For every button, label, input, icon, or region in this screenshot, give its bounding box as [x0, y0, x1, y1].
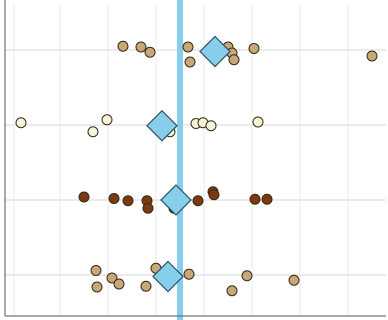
data-point	[78, 191, 90, 203]
data-point	[135, 41, 147, 53]
data-point	[288, 274, 300, 286]
data-point	[252, 116, 264, 128]
data-points	[15, 40, 378, 297]
data-point	[366, 50, 378, 62]
data-point	[261, 193, 273, 205]
data-point	[226, 285, 238, 297]
data-point	[144, 46, 156, 58]
mean-markers	[146, 35, 231, 293]
data-point	[241, 270, 253, 282]
data-point	[183, 268, 195, 280]
data-point	[117, 40, 129, 52]
mean-marker	[160, 184, 192, 216]
data-point	[248, 43, 260, 54]
data-point	[91, 281, 103, 293]
data-point	[15, 117, 27, 129]
mean-marker	[152, 260, 184, 293]
data-point	[87, 126, 99, 138]
mean-marker	[199, 35, 231, 68]
data-point	[140, 280, 152, 292]
data-point	[106, 272, 118, 284]
data-point	[208, 189, 220, 201]
data-point	[101, 114, 113, 126]
grid	[5, 4, 386, 316]
data-point	[192, 195, 204, 207]
mean-marker	[146, 109, 178, 142]
data-point	[228, 54, 240, 66]
plot-frame	[4, 0, 386, 317]
data-point	[249, 193, 261, 205]
data-point	[108, 193, 120, 204]
data-point	[184, 56, 196, 68]
data-point	[90, 265, 102, 276]
data-point	[182, 41, 194, 53]
data-point	[205, 120, 217, 132]
data-point	[113, 278, 125, 290]
data-point	[142, 202, 154, 214]
data-point	[122, 195, 134, 207]
